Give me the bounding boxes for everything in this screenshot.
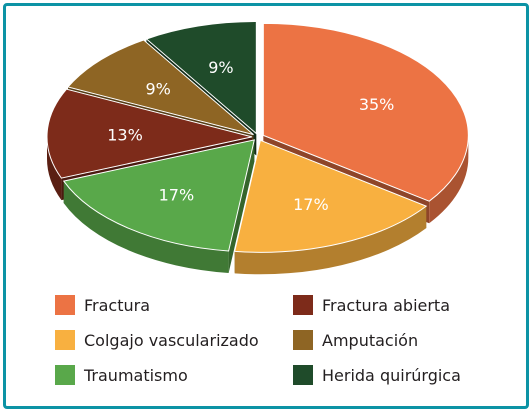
pie-slice-herida-quirúrgica — [145, 21, 257, 135]
pie-side-wall — [63, 181, 229, 273]
pie-side-wall — [234, 206, 427, 275]
pie-slice-fractura-abierta — [46, 88, 253, 179]
legend-label: Colgajo vascularizado — [84, 330, 259, 350]
legend-item-amputacion: Amputación — [293, 327, 493, 353]
legend-swatch — [293, 365, 313, 385]
legend-swatch — [293, 330, 313, 350]
legend-item-colgajo-vascularizado: Colgajo vascularizado — [55, 327, 293, 353]
legend-swatch — [55, 295, 75, 315]
pie-chart: 35% 17% 17% 13% 9% 9% — [46, 21, 469, 275]
legend-label: Herida quirúrgica — [322, 365, 461, 385]
pie-side-wall — [47, 136, 62, 201]
pie-slice-traumatismo — [62, 139, 255, 252]
pie-data-label: 9% — [146, 80, 171, 99]
legend-swatch — [293, 295, 313, 315]
legend-item-fractura: Fractura — [55, 292, 293, 318]
chart-legend: Fractura Fractura abierta Colgajo vascul… — [55, 292, 495, 388]
legend-label: Fractura abierta — [322, 295, 451, 315]
pie-data-label: 35% — [359, 95, 395, 114]
legend-label: Amputación — [322, 330, 419, 350]
pie-data-label: 17% — [159, 186, 195, 205]
pie-side-wall — [429, 135, 469, 224]
legend-label: Fractura — [84, 295, 151, 315]
pie-slice-colgajo-vascularizado — [234, 139, 428, 253]
pie-data-label: 9% — [208, 58, 233, 77]
pie-data-label: 17% — [293, 195, 329, 214]
pie-slice-fractura — [262, 22, 469, 202]
legend-item-herida-quirurgica: Herida quirúrgica — [293, 362, 493, 388]
legend-swatch — [55, 330, 75, 350]
legend-item-traumatismo: Traumatismo — [55, 362, 293, 388]
pie-cut-face — [228, 139, 255, 273]
legend-item-fractura-abierta: Fractura abierta — [293, 292, 493, 318]
legend-label: Traumatismo — [84, 365, 188, 385]
pie-data-label: 13% — [107, 126, 143, 145]
legend-swatch — [55, 365, 75, 385]
pie-slice-amputación — [67, 39, 254, 136]
